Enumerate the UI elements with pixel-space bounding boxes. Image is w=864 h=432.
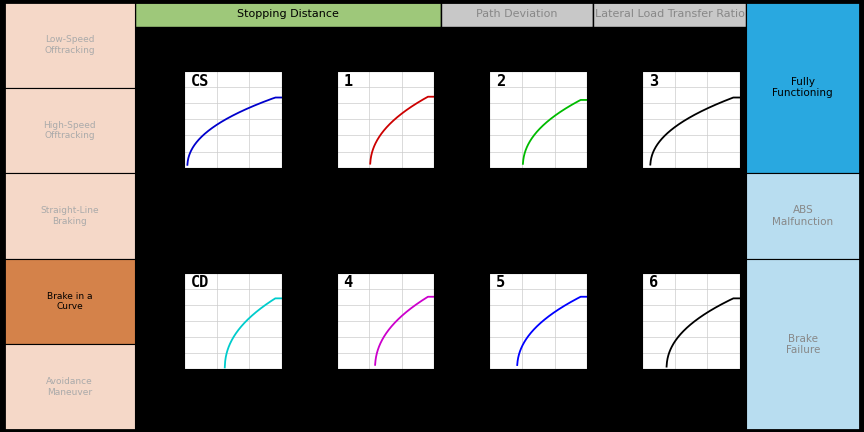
X-axis label: Time (seconds): Time (seconds)	[509, 179, 568, 188]
Text: 88 ft.: 88 ft.	[527, 246, 550, 255]
X-axis label: Time (seconds): Time (seconds)	[204, 381, 262, 390]
Text: CS: CS	[191, 74, 209, 89]
X-axis label: Time (seconds): Time (seconds)	[357, 179, 415, 188]
X-axis label: Time (seconds): Time (seconds)	[662, 381, 720, 390]
Text: Path Deviation: Path Deviation	[476, 10, 557, 19]
Text: 4: 4	[344, 276, 353, 290]
X-axis label: Time (seconds): Time (seconds)	[662, 179, 720, 188]
Text: ABS
Malfunction: ABS Malfunction	[772, 205, 834, 227]
Y-axis label: Station (ft.): Station (ft.)	[461, 97, 470, 141]
X-axis label: Time (seconds): Time (seconds)	[509, 381, 568, 390]
Text: 1: 1	[344, 74, 353, 89]
Text: Low-Speed
Offtracking: Low-Speed Offtracking	[44, 35, 95, 54]
Y-axis label: Station (ft.): Station (ft.)	[614, 97, 623, 141]
Text: 84 ft.: 84 ft.	[527, 44, 550, 53]
Text: 85 ft.: 85 ft.	[222, 44, 244, 53]
Y-axis label: Station (ft.): Station (ft.)	[461, 299, 470, 343]
Y-axis label: Station (ft.): Station (ft.)	[308, 97, 318, 141]
Text: 6: 6	[649, 276, 658, 290]
Text: 2: 2	[496, 74, 505, 89]
Text: Stopping Distance: Stopping Distance	[237, 10, 339, 19]
Text: 88 ft.: 88 ft.	[374, 246, 397, 255]
Text: Brake in a
Curve: Brake in a Curve	[47, 292, 92, 311]
Text: 86 ft.: 86 ft.	[680, 246, 702, 255]
Text: 5: 5	[496, 276, 505, 290]
X-axis label: Time (seconds): Time (seconds)	[204, 179, 262, 188]
Text: Straight-Line
Braking: Straight-Line Braking	[41, 206, 99, 226]
Text: Avoidance
Maneuver: Avoidance Maneuver	[47, 378, 93, 397]
Y-axis label: Station (ft.): Station (ft.)	[156, 97, 165, 141]
Text: CD: CD	[191, 276, 209, 290]
Y-axis label: Station (ft.): Station (ft.)	[156, 299, 165, 343]
Text: 88 ft.: 88 ft.	[374, 44, 397, 53]
Text: 86 ft.: 86 ft.	[680, 44, 702, 53]
Y-axis label: Station (ft.): Station (ft.)	[614, 299, 623, 343]
Text: Lateral Load Transfer Ratio: Lateral Load Transfer Ratio	[594, 10, 745, 19]
X-axis label: Time (seconds): Time (seconds)	[357, 381, 415, 390]
Text: High-Speed
Offtracking: High-Speed Offtracking	[43, 121, 96, 140]
Text: 86 ft.: 86 ft.	[222, 246, 244, 255]
Y-axis label: Station (ft.): Station (ft.)	[308, 299, 318, 343]
Text: 3: 3	[649, 74, 658, 89]
Text: Brake
Failure: Brake Failure	[785, 334, 820, 355]
Text: Fully
Functioning: Fully Functioning	[772, 77, 833, 98]
